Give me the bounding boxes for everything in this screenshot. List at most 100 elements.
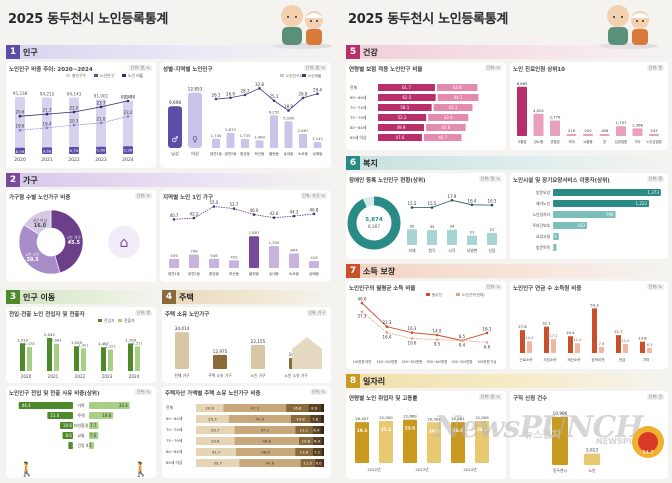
sex-value: 9,698 xyxy=(169,100,181,105)
facility-label: 주야간보호 xyxy=(533,223,551,228)
single-area-label: 상패동 xyxy=(309,271,320,276)
reason-in-value: 44.4 xyxy=(22,403,31,408)
medical-bar xyxy=(599,134,610,136)
pop-trend-title: 노인인구 비중 추이: 2020~2024 xyxy=(9,67,93,73)
facility-bar xyxy=(553,222,588,229)
jobs-value: 21,009 xyxy=(475,415,489,420)
area-ratio-label: 28.7 xyxy=(241,88,250,93)
jobs-panel: 연령별 노인 취업자 및 고용률 단위: 명, % 20,457 19.3 21,0… xyxy=(346,391,506,479)
year-label: 2024 xyxy=(122,157,134,163)
welfare-donut-arc xyxy=(347,196,401,250)
hv-segment xyxy=(320,426,324,434)
reason-label: 주택 xyxy=(77,412,85,418)
total-pop-bar xyxy=(123,100,133,154)
medical-title: 노인 진료인원 상위10 xyxy=(513,67,565,73)
move-year: 2023 xyxy=(102,374,113,379)
income-type-chart: 27.8 14.5 근로소득 32.1 17.2 사업소득 20.4 11.9 재산소득 54.3… xyxy=(518,302,652,362)
jobs-title: 연령별 노인 취업자 및 고용률 xyxy=(349,396,418,402)
medical-unit: 단위: 명 xyxy=(647,65,664,71)
income-type-bar-a xyxy=(520,330,525,353)
income-type-value-a: 20.4 xyxy=(566,330,575,335)
elderly-pop-bar xyxy=(123,146,133,154)
house-illustration xyxy=(292,337,322,369)
income-point xyxy=(410,331,414,334)
logo-sun-icon: 94.7 xyxy=(632,426,664,458)
legend-swatch xyxy=(98,319,102,322)
single-area-label: 중앙동 xyxy=(209,271,220,276)
income-type-value-a: 32.1 xyxy=(542,321,551,326)
legend-label: 총인구수 xyxy=(72,73,86,78)
facility-bar xyxy=(553,200,650,207)
income-type-bar-a xyxy=(592,308,597,353)
income-value: 16.4 xyxy=(383,335,392,340)
elderly-pop-bar xyxy=(42,147,52,154)
sex-bar xyxy=(188,92,202,148)
ratio-point xyxy=(72,123,76,127)
hv-segment xyxy=(310,415,321,423)
section-3-header: 3 인구 이동 xyxy=(6,290,161,304)
jobs-rate: 26.9 xyxy=(453,428,463,433)
medical-label: 고혈압 xyxy=(517,139,526,144)
housing-value-chart: 전체 20.6 47.3 16.8 8.9 60~64세 25.3 47.9 14.8 7.8 70… xyxy=(166,404,324,467)
elderly-pop-label: 20,709 xyxy=(67,148,81,153)
hv-seg-value: 47.6 xyxy=(266,461,275,466)
reason-label: 가족 xyxy=(77,402,85,408)
single-count: 546 xyxy=(210,253,218,258)
female-icon: ♀ xyxy=(192,135,198,144)
income-value: 9.5 xyxy=(434,342,441,347)
jobs-group-label: 2023년 xyxy=(415,467,429,472)
facility-label: 방문요양 xyxy=(536,190,550,195)
move-in-bar xyxy=(74,346,79,371)
housing-value-title: 주택자산 가액별 주택 소유 노인가구 비중 xyxy=(165,391,261,397)
male-icon: ♂ xyxy=(171,135,178,144)
move-in-value: 1,467 xyxy=(98,341,109,346)
single-ratio-label: 52.7 xyxy=(230,202,239,207)
ratio-point xyxy=(45,126,49,130)
hv-segment xyxy=(320,404,324,412)
hi-row-label: 80~84세 xyxy=(350,125,367,130)
income-point xyxy=(435,333,439,337)
housing-value: 12,975 xyxy=(213,349,228,354)
elderly-couple-illustration xyxy=(272,5,332,49)
medical-value: 1,366 xyxy=(632,122,643,127)
section-3-label: 인구 이동 xyxy=(23,292,56,302)
welfare-ratio-label: 16.4 xyxy=(468,198,477,203)
hv-segment xyxy=(286,404,309,412)
elderly-pop-bar xyxy=(15,147,25,154)
section-2-header: 2 가구 xyxy=(6,173,331,187)
hv-segment xyxy=(234,437,299,445)
openings-label: 동두천시 xyxy=(553,468,567,473)
migration-unit: 단위: 명 xyxy=(135,310,152,316)
legend-swatch xyxy=(118,319,122,322)
hv-segment xyxy=(196,415,229,423)
income-value: 16.3 xyxy=(408,326,417,331)
single-household-panel: 지역별 노인 1인 가구 단위: 가구, % 539 생연1동 798 생연2동 546… xyxy=(160,190,331,282)
hv-row-label: 85세 이상 xyxy=(166,460,183,465)
income-chart: 46.0 22.3 16.3 14.0 8.5 16.1 37.3 16.4 10.6 9.5 8.… xyxy=(353,292,497,364)
hv-row-label: 75~79세 xyxy=(166,438,183,443)
legend-swatch xyxy=(66,74,70,77)
income-point xyxy=(460,339,464,342)
single-household-title: 지역별 노인 1인 가구 xyxy=(163,195,214,201)
health-ins-panel: 연령별 보험 적용 노인인구 비율 단위: % 전체 61.7 43.8 65~69세… xyxy=(346,62,506,150)
medical-label: 심장질환 xyxy=(615,139,627,144)
watermark-newspunch: NewsPUNCH xyxy=(434,410,644,445)
donut-slice xyxy=(23,209,52,235)
facility-bar xyxy=(553,211,616,218)
hi-row-label: 70~74세 xyxy=(350,105,367,110)
jobs-group-label: 2024년 xyxy=(463,467,477,472)
openings-label: 노인 xyxy=(589,468,596,473)
jobs-bar xyxy=(475,420,489,463)
hv-segment xyxy=(290,415,311,423)
welfare-ratio-label: 15.5 xyxy=(428,201,437,206)
jobs-value: 20,457 xyxy=(355,416,369,421)
reason-in-value: 8.6 xyxy=(65,433,72,438)
logo-value: 94.7 xyxy=(642,450,653,456)
area-ratio-point xyxy=(316,92,319,96)
hv-segment xyxy=(234,426,296,434)
donut-slice xyxy=(50,209,84,274)
hv-segment xyxy=(298,437,313,445)
medical-chart: 8,865 고혈압 4,002 당뇨병 2,779 관절염 210 치매 200 뇌졸중 166 암 1… xyxy=(517,81,662,144)
